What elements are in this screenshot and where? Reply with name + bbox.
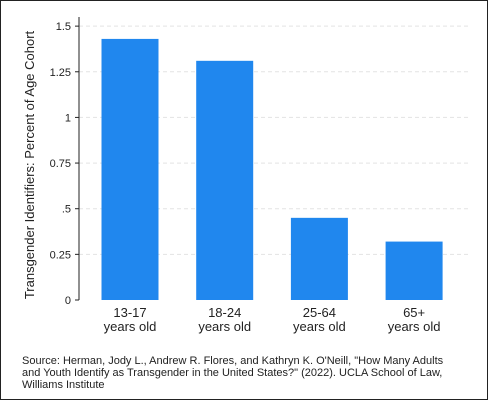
bar: [196, 60, 254, 301]
bars: [101, 38, 443, 301]
bar: [385, 241, 443, 300]
x-axis-labels: 13-17 years old 18-24 years old 25-64 years o…: [104, 305, 441, 334]
y-tick-label: 1.5: [56, 21, 71, 33]
bar: [101, 38, 159, 301]
source-note: Source: Herman, Jody L., Andrew R. Flore…: [22, 355, 444, 391]
y-tick-label: .5: [62, 204, 71, 216]
y-tick-label: 0.25: [50, 249, 71, 261]
y-axis-ticks: 0 0.25 .5 0.75 1 1.25 1.5: [50, 21, 79, 307]
y-tick-label: 1: [65, 112, 71, 124]
x-category-label: 25-64 years old: [293, 305, 346, 334]
y-tick-label: 1.25: [50, 67, 71, 79]
y-tick-label: 0.75: [50, 158, 71, 170]
x-category-label: 13-17 years old: [104, 305, 157, 334]
x-category-label: 18-24 years old: [198, 305, 251, 334]
y-tick-label: 0: [65, 295, 71, 307]
x-category-label: 65+ years old: [388, 305, 441, 334]
y-axis-label: Transgender Identifiers: Percent of Age …: [22, 30, 37, 299]
bar: [290, 217, 348, 300]
